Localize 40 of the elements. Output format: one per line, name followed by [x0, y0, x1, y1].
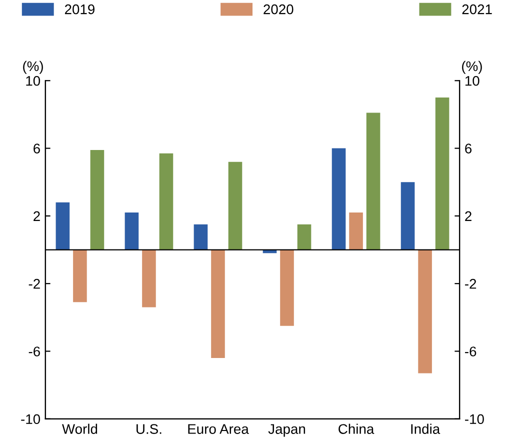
y2-axis-title: (%)	[462, 60, 482, 74]
legend-label: 2021	[462, 4, 492, 14]
bar	[56, 202, 70, 250]
x-tick-label: India	[411, 424, 440, 434]
y-tick-label: -6	[28, 346, 40, 356]
bar	[124, 212, 139, 250]
x-tick-label: Euro Area	[188, 424, 249, 434]
y-axis-title: (%)	[23, 60, 43, 74]
x-tick-label: Japan	[268, 424, 306, 437]
bar	[142, 250, 156, 308]
bar	[194, 224, 208, 250]
y2-tick-label: -10	[465, 414, 484, 424]
bar	[400, 182, 415, 250]
bar	[90, 150, 104, 250]
y2-tick-label: -2	[465, 278, 476, 289]
y2-tick-label: 10	[465, 76, 480, 86]
bar	[280, 250, 294, 326]
x-tick-label: U.S.	[136, 424, 162, 434]
y-tick-label: 2	[34, 211, 40, 221]
bar	[349, 212, 363, 250]
bar	[366, 112, 380, 250]
x-tick-label: China	[338, 424, 374, 434]
y-tick-label: 6	[34, 144, 40, 154]
bar	[228, 162, 242, 250]
bar	[159, 153, 174, 250]
legend-label: 2020	[264, 4, 294, 14]
y-tick-label: 10	[26, 76, 40, 86]
bar	[332, 148, 346, 250]
bar	[211, 250, 225, 358]
legend-label: 2019	[64, 4, 95, 14]
y2-tick-label: -6	[465, 346, 476, 356]
y-tick-label: -10	[21, 414, 40, 424]
bar	[435, 98, 450, 250]
bar	[297, 224, 312, 250]
bar	[73, 250, 87, 302]
y-tick-label: -2	[28, 278, 40, 289]
bar	[418, 250, 432, 374]
y2-tick-label: 6	[465, 144, 472, 154]
y2-tick-label: 2	[465, 211, 472, 221]
x-tick-label: World	[62, 424, 98, 434]
